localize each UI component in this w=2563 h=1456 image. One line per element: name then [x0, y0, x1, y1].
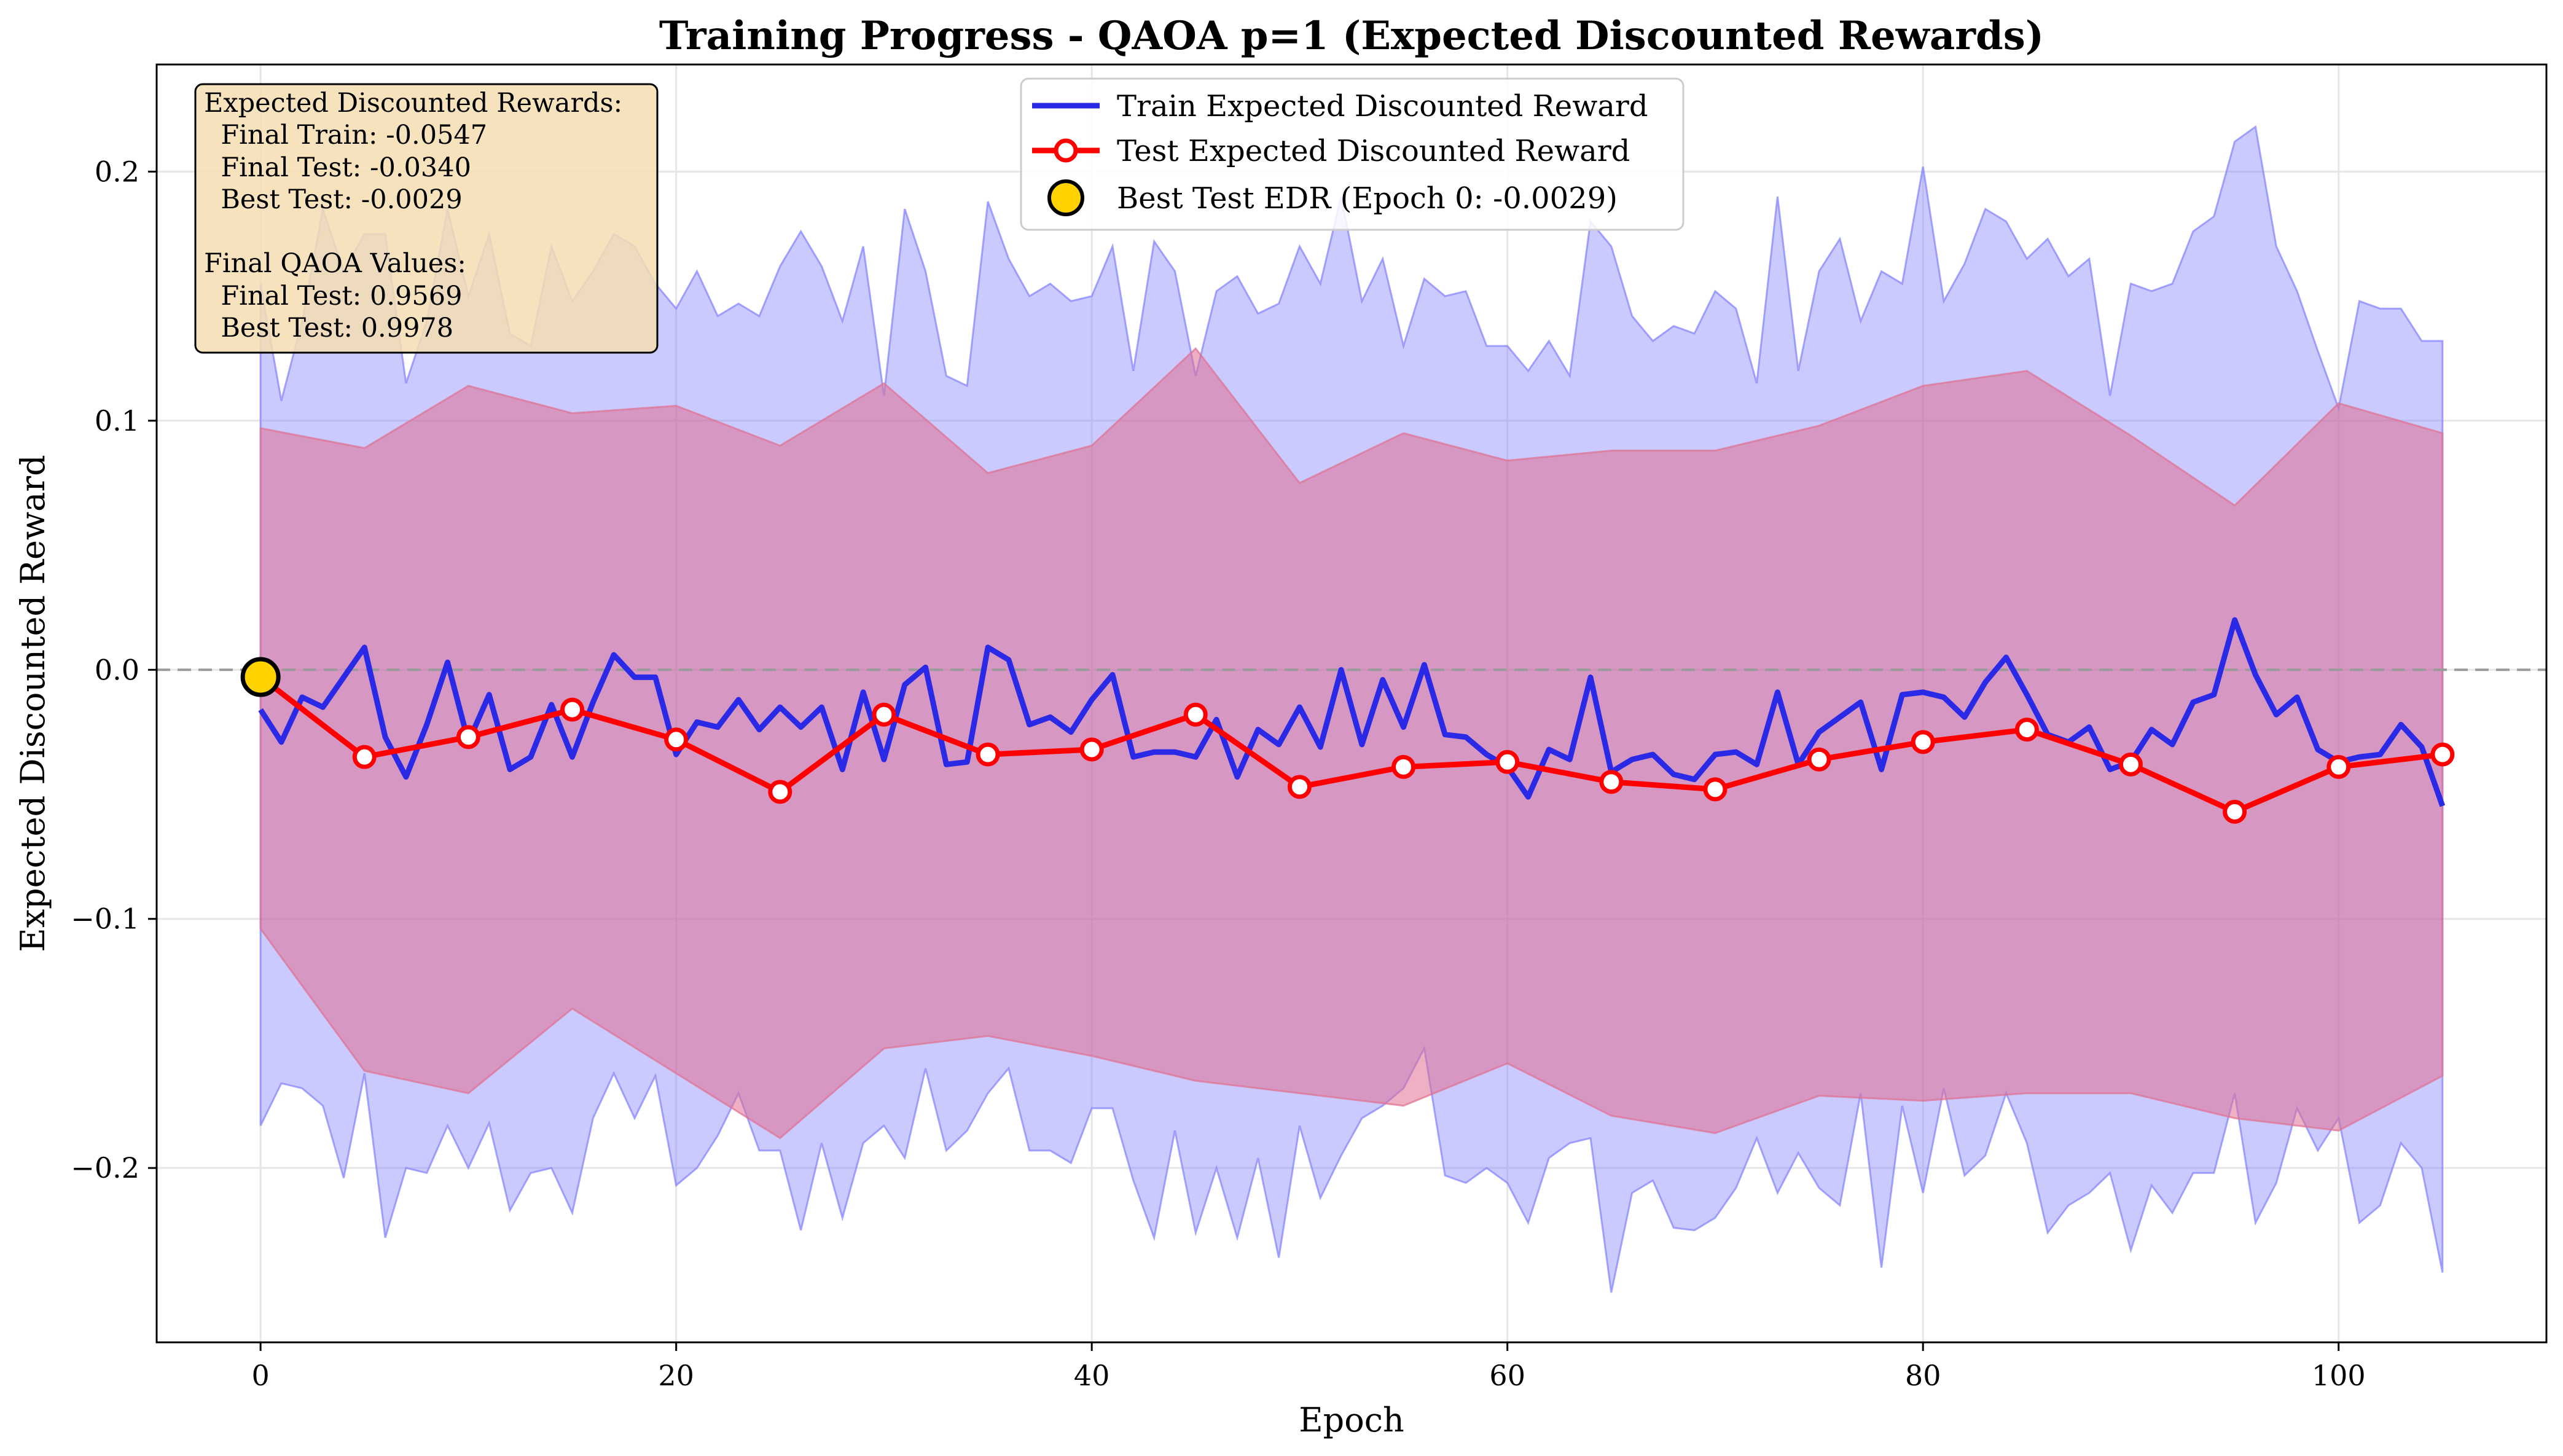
legend-test-label: Test Expected Discounted Reward [1117, 134, 1630, 168]
test-reward-line [259, 675, 2443, 815]
stats-line: Final Train: -0.0547 [204, 120, 487, 151]
x-tick-label: 100 [2312, 1359, 2366, 1392]
x-axis-label: Epoch [1299, 1401, 1404, 1439]
test-point-marker [2118, 752, 2143, 777]
test-confidence-band [259, 347, 2444, 1140]
test-point-marker [456, 725, 480, 750]
x-tick-label: 60 [1489, 1359, 1525, 1392]
plot-frame [155, 63, 2548, 1344]
test-point-marker [2430, 742, 2455, 767]
legend-train-label: Train Expected Discounted Reward [1117, 89, 1648, 123]
y-tick-label: 0.2 [95, 155, 139, 188]
stats-box-background [194, 83, 659, 354]
test-point-marker [1183, 702, 1208, 727]
x-tick-label: 20 [658, 1359, 694, 1392]
x-tick-label: 80 [1905, 1359, 1941, 1392]
stats-line: Final Test: -0.0340 [204, 152, 471, 183]
x-tick-label: 40 [1074, 1359, 1110, 1392]
test-point-marker [872, 702, 896, 727]
test-point-marker [1807, 747, 1831, 772]
y-axis-label: Expected Discounted Reward [14, 455, 52, 952]
series-lines [258, 617, 2446, 815]
test-point-marker [2223, 799, 2247, 824]
series-markers [240, 657, 2455, 824]
y-tick-label: −0.1 [71, 902, 139, 936]
train-reward-line [258, 617, 2446, 807]
test-point-marker [768, 780, 792, 804]
stats-line: Expected Discounted Rewards: [204, 88, 622, 119]
stats-line: Final QAOA Values: [204, 248, 466, 279]
y-tick-label: 0.0 [95, 653, 139, 686]
y-tick-label: −0.2 [71, 1151, 139, 1184]
test-point-marker [560, 697, 585, 722]
chart-title: Training Progress - QAOA p=1 (Expected D… [659, 13, 2044, 59]
legend-best-label: Best Test EDR (Epoch 0: -0.0029) [1117, 181, 1618, 216]
test-point-marker [352, 745, 377, 769]
best-test-marker [240, 657, 281, 697]
stats-box: Expected Discounted Rewards: Final Train… [194, 83, 659, 354]
legend-box [1020, 77, 1685, 231]
stats-line: Best Test: 0.9978 [204, 313, 453, 343]
test-point-marker [2326, 754, 2351, 779]
test-point-marker [1287, 775, 1312, 799]
test-point-marker [1703, 777, 1728, 802]
legend: Train Expected Discounted Reward Test Ex… [1020, 77, 1685, 231]
stats-line: Final Test: 0.9569 [204, 281, 462, 311]
x-tick-label: 0 [251, 1359, 269, 1392]
y-tick-label: 0.1 [95, 404, 139, 437]
test-point-marker [1079, 737, 1104, 762]
test-point-marker [1599, 770, 1624, 794]
test-point-marker [1495, 750, 1520, 774]
stats-line: Best Test: -0.0029 [204, 184, 463, 215]
legend-best-marker [1047, 179, 1084, 216]
test-point-marker [2014, 718, 2039, 742]
test-point-marker [664, 727, 689, 752]
axis-ticks: 0 20 40 60 80 100 −0.2 −0.1 0.0 0.1 0.2 [71, 155, 2365, 1392]
test-point-marker [976, 742, 1000, 767]
legend-test-marker [1054, 138, 1078, 163]
test-point-marker [1911, 730, 1935, 754]
test-point-marker [1391, 754, 1416, 779]
